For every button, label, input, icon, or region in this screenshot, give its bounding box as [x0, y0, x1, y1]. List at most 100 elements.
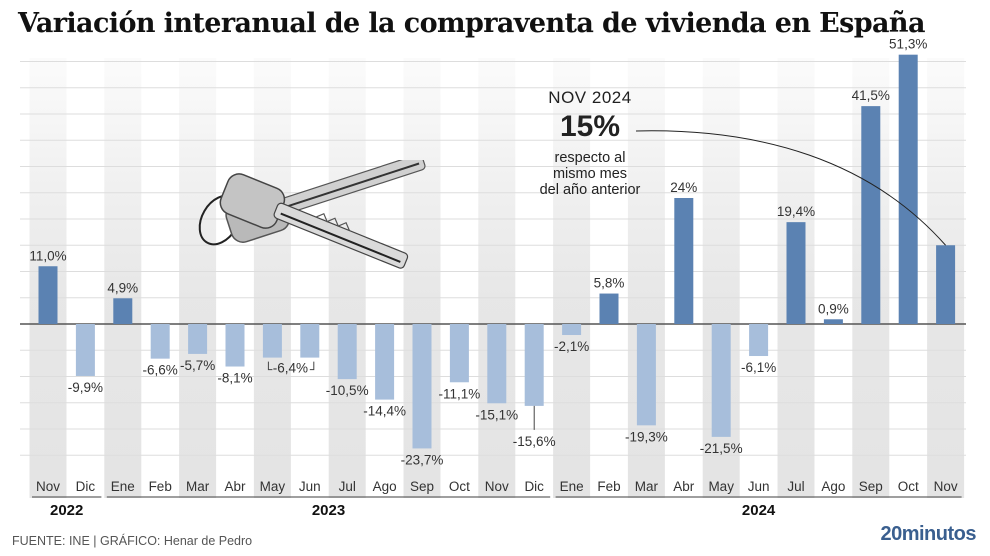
data-label: -15,6% [513, 434, 556, 449]
column-stripe [253, 58, 291, 498]
bar [749, 324, 769, 357]
bar [150, 324, 170, 359]
data-label: 41,5% [852, 88, 890, 103]
column-stripe [478, 58, 516, 498]
month-label: Dic [76, 479, 96, 494]
month-label: Ene [111, 479, 135, 494]
column-stripe [104, 58, 142, 498]
annotation-line-2: mismo mes [552, 166, 628, 182]
bar [337, 324, 357, 380]
bar [524, 324, 544, 406]
bar [375, 324, 395, 400]
month-label: Nov [934, 479, 958, 494]
data-label: -19,3% [625, 429, 668, 444]
data-label: -15,1% [475, 407, 518, 422]
gridlines [20, 61, 966, 456]
annotation-period: NOV 2024 [548, 88, 632, 107]
data-label: -6,1% [741, 360, 776, 375]
bar [936, 245, 956, 324]
annotation-leader-line [635, 130, 946, 246]
month-label: Ene [560, 479, 584, 494]
data-label: -11,1% [439, 386, 481, 401]
bars [38, 54, 956, 449]
month-label: Abr [673, 479, 695, 494]
data-label: -9,9% [68, 380, 103, 395]
data-label: -5,7% [180, 358, 215, 373]
column-stripes [29, 58, 965, 498]
month-label: Dic [524, 479, 544, 494]
data-label: 19,4% [777, 204, 815, 219]
month-label: Nov [36, 479, 60, 494]
year-label: 2024 [742, 502, 776, 519]
data-label: -10,5% [326, 383, 369, 398]
month-label: Jun [299, 479, 321, 494]
data-label: 11,0% [29, 248, 66, 263]
bar [300, 324, 320, 358]
bar [487, 324, 507, 404]
chart-title: Variación interanual de la compraventa d… [18, 8, 925, 39]
year-labels: 2022 2023 2024 [32, 496, 962, 519]
data-label: 5,8% [594, 276, 625, 291]
bar [599, 293, 619, 324]
data-label: -2,1% [554, 339, 589, 354]
bar [636, 324, 656, 426]
bar [113, 298, 133, 324]
bar [449, 324, 469, 383]
bar [262, 324, 282, 358]
month-label: Mar [186, 479, 210, 494]
month-label: Oct [449, 479, 470, 494]
data-label: -8,1% [217, 371, 252, 386]
column-stripe [328, 58, 366, 498]
bar [898, 54, 918, 325]
month-label: Ago [821, 479, 845, 494]
bar [75, 324, 95, 376]
month-label: Oct [898, 479, 919, 494]
bar [786, 222, 806, 324]
month-label: May [708, 479, 734, 494]
bar [38, 266, 58, 324]
bar [188, 324, 208, 354]
month-label: Sep [859, 479, 883, 494]
month-label: Nov [485, 479, 509, 494]
data-label: -6,6% [143, 363, 178, 378]
bar [674, 198, 694, 324]
month-label: Feb [597, 479, 620, 494]
year-label: 2023 [312, 502, 345, 519]
data-label: 24% [670, 180, 697, 195]
bar [412, 324, 432, 449]
brand-logo: 20minutos [880, 523, 976, 545]
month-label: Jul [787, 479, 804, 494]
column-stripe [179, 58, 217, 498]
bar [823, 319, 843, 324]
month-label: Sep [410, 479, 434, 494]
month-label: Feb [149, 479, 172, 494]
data-label: -23,7% [401, 452, 444, 467]
source-credit: FUENTE: INE | GRÁFICO: Henar de Pedro [12, 534, 253, 548]
column-stripe [553, 58, 591, 498]
annotation-description: respecto al mismo mes del año anterior [520, 150, 660, 198]
data-labels: 11,0% -9,9% 4,9% -6,6% -5,7%-8,1% -6,4% -10,5%… [29, 37, 927, 468]
bar [861, 106, 881, 324]
month-label: Mar [635, 479, 659, 494]
month-label: Ago [373, 479, 397, 494]
bar [225, 324, 245, 367]
data-label: -14,4% [363, 404, 406, 419]
bar [562, 324, 582, 336]
year-label: 2022 [50, 502, 83, 519]
annotation-value: 15% [559, 110, 621, 143]
label-bracket [267, 361, 315, 371]
annotation-line-3: del año anterior [539, 182, 641, 198]
month-label: Abr [224, 479, 246, 494]
month-label: Jul [339, 479, 356, 494]
data-label: 0,9% [818, 301, 849, 316]
bar [711, 324, 731, 437]
month-label: Jun [748, 479, 770, 494]
month-label: May [260, 479, 286, 494]
month-labels: Nov Dic Ene Feb Mar Abr May Jun Jul Ago Sep Oct Nov D… [36, 479, 958, 494]
data-label: -6,4% [273, 361, 308, 376]
data-label: 51,3% [889, 37, 927, 52]
data-label: -21,5% [700, 441, 743, 456]
annotation: NOV 2024 15% respecto al mismo mes del a… [520, 88, 660, 198]
annotation-line-1: respecto al [554, 150, 626, 166]
